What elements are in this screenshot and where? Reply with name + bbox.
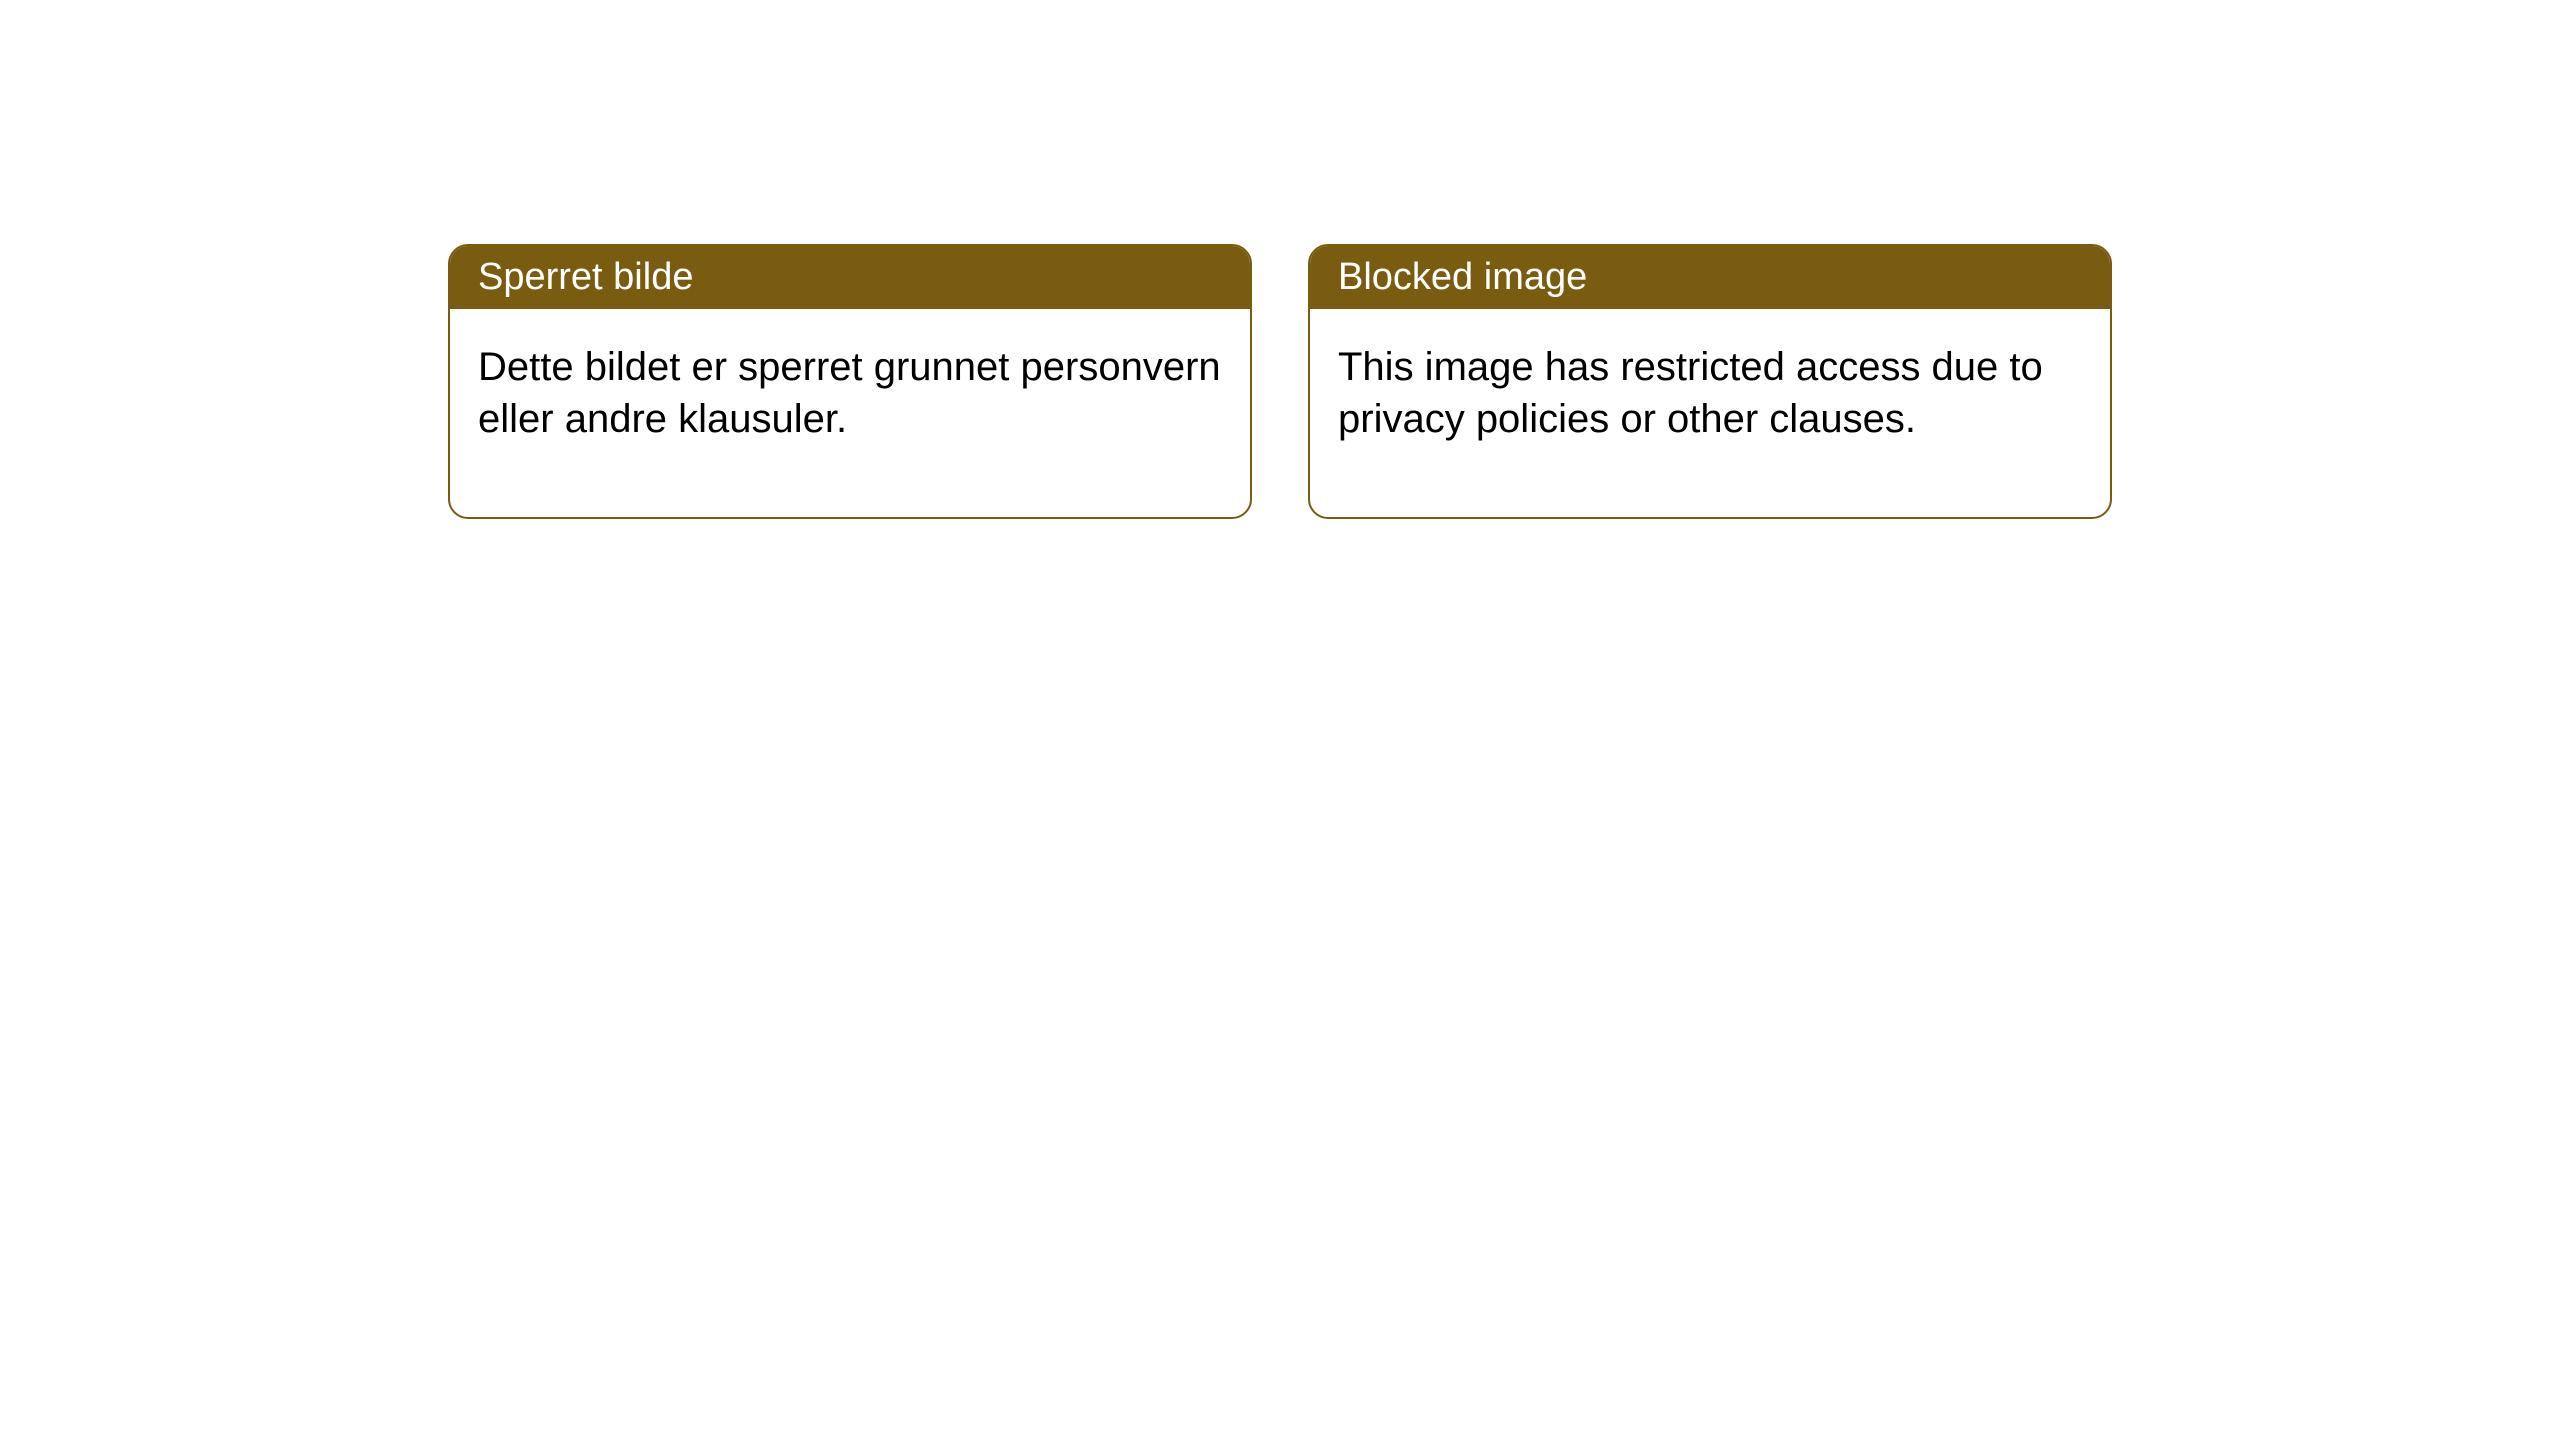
notice-header-norwegian: Sperret bilde	[450, 246, 1250, 309]
notice-container: Sperret bilde Dette bildet er sperret gr…	[448, 244, 2112, 519]
notice-title-english: Blocked image	[1338, 256, 1587, 298]
notice-body-english: This image has restricted access due to …	[1310, 309, 2110, 517]
notice-text-norwegian: Dette bildet er sperret grunnet personve…	[478, 345, 1221, 441]
notice-body-norwegian: Dette bildet er sperret grunnet personve…	[450, 309, 1250, 517]
notice-box-english: Blocked image This image has restricted …	[1308, 244, 2112, 519]
notice-box-norwegian: Sperret bilde Dette bildet er sperret gr…	[448, 244, 1252, 519]
notice-title-norwegian: Sperret bilde	[478, 256, 693, 298]
notice-text-english: This image has restricted access due to …	[1338, 345, 2043, 441]
notice-header-english: Blocked image	[1310, 246, 2110, 309]
